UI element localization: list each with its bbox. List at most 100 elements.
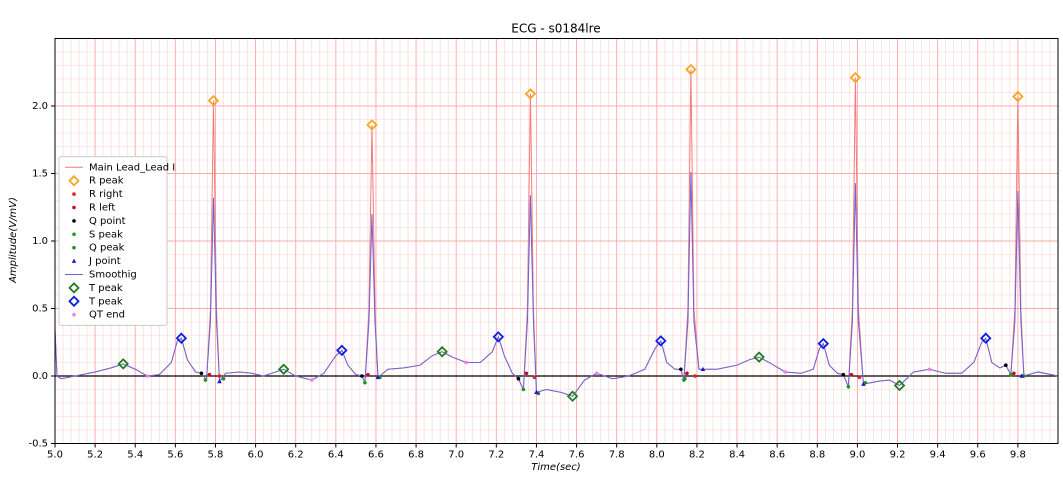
- diamond-marker: [893, 379, 906, 392]
- legend-label: Q point: [89, 216, 126, 227]
- x-tick-label: 7.2: [488, 450, 504, 461]
- legend-box: [58, 156, 168, 326]
- dot-marker: [783, 370, 787, 374]
- x-tick-label: 5.8: [208, 450, 224, 461]
- legend: Main Lead_Lead I R peak R right R left Q poi…: [58, 156, 175, 326]
- dot-marker: [693, 374, 697, 378]
- dot-marker: [532, 375, 537, 380]
- x-tick-label: 7.8: [609, 450, 625, 461]
- dot-marker: [683, 376, 687, 381]
- dot-marker: [203, 378, 208, 382]
- triangle-marker: [700, 366, 706, 372]
- x-tick-label: 6.6: [368, 450, 384, 461]
- diamond-marker: [849, 71, 862, 84]
- y-tick-label: 1.5: [32, 169, 48, 180]
- diamond-marker: [980, 332, 992, 344]
- y-axis-label: Amplitude(V/mV): [8, 197, 19, 284]
- legend-label: T peak: [88, 296, 123, 307]
- x-tick-label: 5.6: [167, 450, 183, 461]
- dot-marker: [309, 378, 314, 382]
- dot-marker: [841, 372, 846, 377]
- x-tick-label: 8.4: [729, 450, 745, 461]
- dot-marker: [366, 372, 370, 377]
- diamond-marker: [277, 363, 290, 376]
- dot-marker: [516, 376, 521, 381]
- triangle-marker: [217, 378, 222, 384]
- chart-title: ECG - s0184lre: [511, 22, 600, 36]
- x-tick-label: 6.2: [288, 450, 304, 461]
- dot-marker: [72, 312, 76, 317]
- dot-marker: [72, 219, 76, 223]
- y-tick-label: 1.0: [32, 236, 48, 247]
- diamond-marker: [68, 295, 80, 308]
- legend-label: R peak: [89, 176, 124, 187]
- x-tick-label: 9.8: [1010, 450, 1026, 461]
- y-tick-label: 0.5: [32, 304, 48, 315]
- dot-marker: [145, 374, 150, 378]
- diamond-marker: [817, 337, 830, 350]
- legend-label: Main Lead_Lead I: [89, 162, 175, 173]
- dot-marker: [594, 371, 599, 376]
- legend-label: S peak: [89, 229, 123, 240]
- diamond-marker: [207, 94, 220, 107]
- dot-marker: [217, 374, 222, 378]
- y-tick-label: 0.0: [32, 371, 48, 382]
- triangle-marker: [71, 258, 77, 263]
- series-line: [54, 172, 1059, 397]
- dot-marker: [524, 371, 529, 376]
- legend-label: T peak: [88, 283, 123, 294]
- diamond-marker: [524, 88, 537, 100]
- dot-marker: [846, 385, 851, 389]
- x-tick-label: 8.8: [809, 450, 825, 461]
- dot-marker: [1004, 363, 1008, 368]
- dot-marker: [360, 374, 364, 378]
- y-tick-label: 2.0: [32, 101, 48, 112]
- dot-marker: [363, 380, 367, 385]
- diamond-marker: [175, 332, 188, 344]
- diamond-marker: [753, 351, 765, 363]
- x-tick-label: 8.6: [769, 450, 785, 461]
- triangle-marker: [861, 381, 866, 386]
- x-tick-label: 9.0: [849, 450, 865, 461]
- dot-marker: [685, 371, 689, 376]
- x-tick-label: 9.2: [890, 450, 906, 461]
- diamond-marker: [366, 119, 378, 131]
- dot-marker: [72, 232, 76, 237]
- x-tick-label: 7.6: [569, 450, 585, 461]
- legend-label: R right: [89, 189, 123, 200]
- x-tick-label: 5.0: [47, 450, 63, 461]
- x-tick-label: 8.0: [649, 450, 665, 461]
- legend-label: QT end: [89, 310, 125, 321]
- x-tick-label: 6.0: [248, 450, 264, 461]
- dot-marker: [72, 245, 76, 250]
- diamond-marker: [655, 335, 667, 347]
- dot-marker: [72, 192, 76, 196]
- diamond-marker: [492, 331, 505, 343]
- dot-marker: [1012, 371, 1016, 376]
- legend-label: Q peak: [89, 243, 125, 254]
- dot-marker: [72, 205, 76, 210]
- x-tick-label: 6.8: [408, 450, 424, 461]
- dot-marker: [863, 380, 868, 385]
- dot-marker: [207, 372, 212, 377]
- x-axis-label: Time(sec): [531, 462, 580, 473]
- x-tick-label: 8.2: [689, 450, 705, 461]
- x-tick-label: 5.2: [87, 450, 103, 461]
- dot-marker: [1009, 372, 1013, 377]
- dot-marker: [679, 367, 683, 372]
- legend-label: R left: [89, 203, 115, 214]
- diamond-marker: [1012, 90, 1024, 103]
- x-tick-label: 6.4: [328, 450, 344, 461]
- legend-label: J point: [88, 256, 121, 267]
- x-tick-label: 9.6: [970, 450, 986, 461]
- dot-marker: [927, 367, 932, 372]
- dot-marker: [199, 371, 204, 376]
- plot-frame: [54, 38, 1059, 444]
- dot-marker: [849, 372, 854, 377]
- diamond-marker: [336, 344, 348, 357]
- x-tick-label: 5.4: [127, 450, 143, 461]
- diamond-marker: [566, 390, 579, 403]
- x-tick-label: 9.4: [930, 450, 946, 461]
